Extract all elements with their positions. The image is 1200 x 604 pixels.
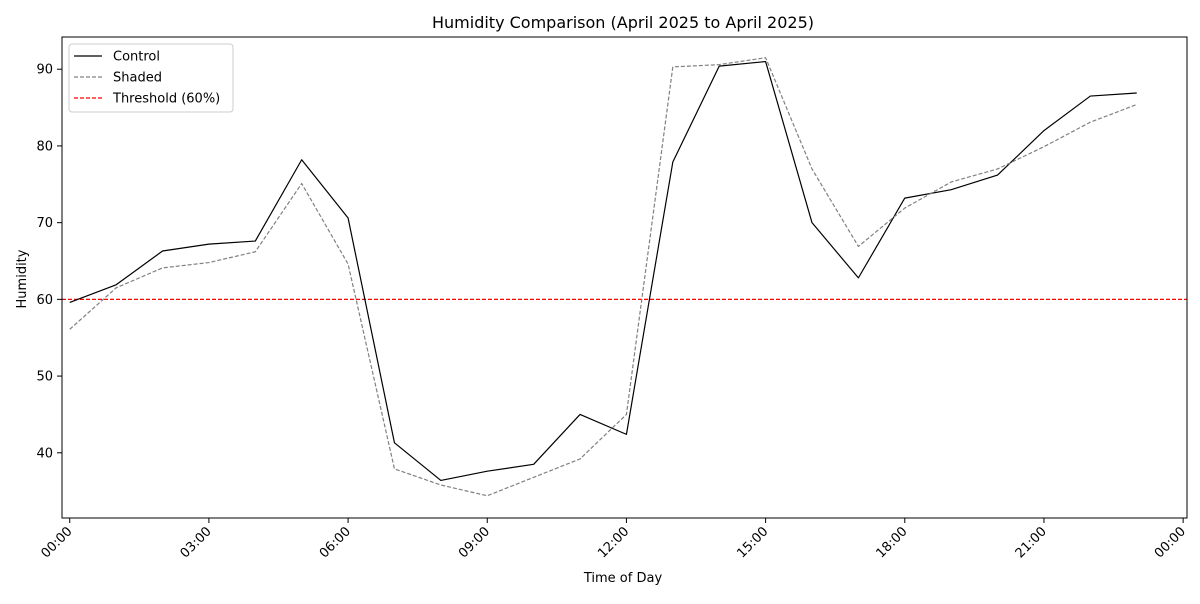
y-tick-label: 50 bbox=[36, 370, 53, 385]
x-tick-label: 00:00 bbox=[38, 524, 75, 561]
legend-box bbox=[68, 43, 234, 113]
x-tick-label: 21:00 bbox=[1013, 524, 1050, 561]
y-tick-label: 40 bbox=[36, 446, 53, 461]
chart-title: Humidity Comparison (April 2025 to April… bbox=[432, 13, 814, 32]
legend-label: Shaded bbox=[113, 71, 162, 86]
y-tick-label: 90 bbox=[36, 63, 53, 78]
y-tick-label: 60 bbox=[36, 293, 53, 308]
y-tick-label: 80 bbox=[36, 139, 53, 154]
x-tick-label: 09:00 bbox=[456, 524, 493, 561]
x-axis-label: Time of Day bbox=[583, 571, 663, 586]
legend-label: Control bbox=[113, 50, 160, 65]
y-axis-label: Humidity bbox=[15, 249, 30, 308]
y-tick-label: 70 bbox=[36, 216, 53, 231]
x-tick-label: 00:00 bbox=[1152, 524, 1189, 561]
x-tick-label: 03:00 bbox=[178, 524, 215, 561]
x-tick-label: 12:00 bbox=[595, 524, 632, 561]
plot-frame bbox=[61, 36, 1188, 519]
legend-label: Threshold (60%) bbox=[112, 92, 220, 107]
x-tick-label: 06:00 bbox=[317, 524, 354, 561]
x-tick-label: 18:00 bbox=[874, 524, 911, 561]
series-line-shaded bbox=[69, 57, 1137, 497]
x-tick-label: 15:00 bbox=[734, 524, 771, 561]
series-line-control bbox=[69, 60, 1137, 482]
